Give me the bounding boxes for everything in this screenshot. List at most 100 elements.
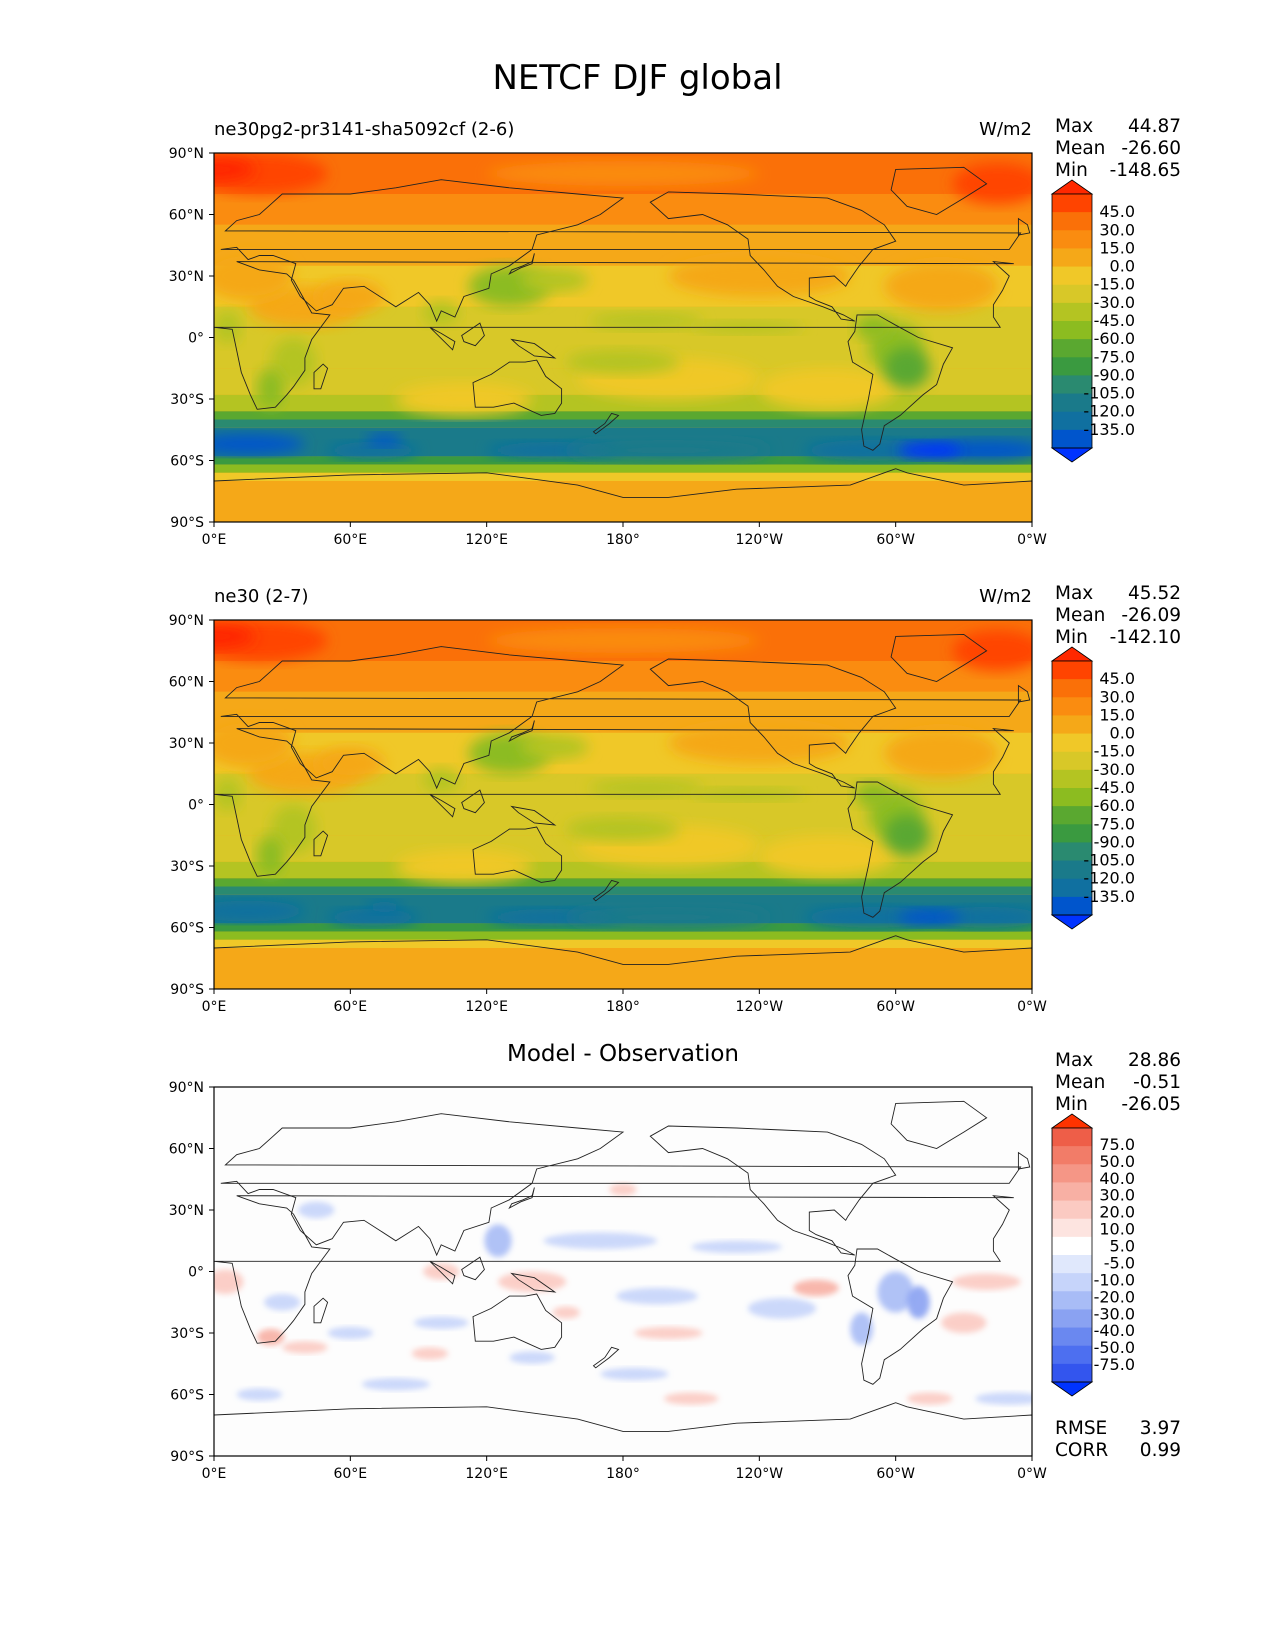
field-blob (316, 280, 385, 313)
x-tick-label: 0°W (1017, 1466, 1047, 1482)
colorbar-segment (1052, 806, 1092, 825)
field-blob (793, 1279, 839, 1297)
coastline (313, 1297, 329, 1324)
colorbar-label: 5.0 (1110, 1237, 1135, 1256)
coastline (1017, 217, 1031, 236)
field-blob (509, 1351, 555, 1364)
min-label: Min (1055, 1094, 1088, 1115)
panel-2: ne30 (2-7) W/m2 Max 45.52 Mean -26.09 Min -… (0, 583, 1275, 1048)
coastline (313, 363, 329, 390)
colorbar-segment (1052, 230, 1092, 249)
colorbar-label: -75.0 (1094, 814, 1135, 833)
lat-band (214, 481, 1032, 522)
colorbar-segment (1052, 824, 1092, 843)
colorbar-frame (1051, 1127, 1093, 1383)
field-blob (929, 440, 1032, 461)
colorbar-frame (1051, 193, 1093, 449)
colorbar-frame (1051, 660, 1093, 916)
x-tick-label: 0°E (202, 532, 227, 548)
field-blob (566, 440, 771, 461)
coastline (510, 1272, 557, 1293)
colorbar-label: -135.0 (1083, 887, 1135, 906)
colorbar-segment (1052, 1200, 1092, 1220)
coastline (214, 468, 1032, 522)
colorbar-segment (1052, 751, 1092, 771)
colorbar-label: 15.0 (1099, 705, 1135, 724)
field-blob (609, 1183, 637, 1196)
panel-3-metrics: RMSE 3.97 CORR 0.99 (1055, 1418, 1181, 1462)
field-blob (486, 161, 760, 186)
colorbar-segment (1052, 266, 1092, 286)
colorbar-label: -105.0 (1083, 384, 1135, 403)
field-blob (897, 909, 962, 926)
colorbar-label: -120.0 (1083, 402, 1135, 421)
lat-band (214, 419, 1032, 428)
lat-band (214, 931, 1032, 940)
y-tick-label: 0° (188, 798, 204, 814)
panel-3-axes: 0°E 60°E 120°E 180° 120°W 60°W 0°W 90°N 60°N 30°N… (169, 1080, 1047, 1482)
y-tick-label: 90°N (169, 146, 204, 162)
corr-label: CORR (1055, 1440, 1109, 1461)
field-blob (486, 628, 760, 653)
field-blob (552, 1306, 580, 1319)
min-label: Min (1055, 160, 1088, 181)
rmse-label: RMSE (1055, 1418, 1108, 1439)
colorbar-label: -90.0 (1094, 832, 1135, 851)
coastline (214, 935, 1032, 989)
colorbar-label: -105.0 (1083, 851, 1135, 870)
y-tick-label: 30°S (170, 392, 204, 408)
field-blob (520, 267, 589, 293)
colorbar-label: -40.0 (1094, 1321, 1135, 1340)
mean-value: -0.51 (1133, 1072, 1181, 1093)
field-blob (600, 1367, 669, 1381)
coastline (429, 326, 456, 351)
field-blob (423, 1263, 460, 1280)
field-blob (214, 157, 255, 182)
min-value: -148.65 (1109, 160, 1181, 181)
y-tick-label: 60°S (170, 1388, 204, 1404)
colorbar-extend-top (1050, 1113, 1094, 1129)
x-tick-label: 60°W (876, 1466, 915, 1482)
field-blob (941, 1312, 987, 1333)
x-tick-label: 60°W (876, 532, 915, 548)
lat-band (214, 948, 1032, 989)
colorbar-extend-bottom (1050, 914, 1094, 930)
colorbar-segment (1052, 769, 1092, 789)
colorbar-label: 0.0 (1110, 724, 1135, 743)
field-blob (668, 722, 851, 764)
lat-band (214, 472, 1032, 481)
colorbar-segment (1052, 733, 1092, 753)
field-blob (366, 433, 403, 447)
coastline (1017, 1151, 1031, 1170)
y-tick-label: 60°S (170, 454, 204, 470)
x-tick-label: 180° (606, 1466, 640, 1482)
y-tick-label: 90°S (170, 982, 204, 998)
colorbar-segment (1052, 842, 1092, 862)
lat-band (214, 878, 1032, 887)
colorbar-label: -75.0 (1094, 1355, 1135, 1374)
field-blob (759, 835, 896, 877)
panel-3: Model - Observation Max 28.86 Mean -0.51 M… (0, 1041, 1275, 1515)
field-blob (588, 779, 703, 797)
max-value: 44.87 (1128, 116, 1181, 137)
field-blob (214, 900, 305, 922)
field-blob (566, 349, 680, 375)
rmse-value: 3.97 (1139, 1418, 1181, 1439)
colorbar-label: 0.0 (1110, 257, 1135, 276)
coastline (649, 191, 897, 322)
field-blob (952, 1273, 1021, 1290)
field-blob (316, 747, 385, 780)
colorbar-label: -30.0 (1094, 293, 1135, 312)
colorbar-segment (1052, 1345, 1092, 1365)
lat-band (214, 661, 1032, 692)
colorbar-segment (1052, 697, 1092, 716)
colorbar-label: 45.0 (1099, 669, 1135, 688)
field-blob (747, 1298, 817, 1319)
y-tick-label: 60°N (169, 1142, 204, 1158)
colorbar-segment (1052, 393, 1092, 413)
coastline (472, 1293, 563, 1350)
min-label: Min (1055, 627, 1088, 648)
field-blob (975, 1392, 1032, 1405)
colorbar-segment (1052, 878, 1092, 898)
field-blob (366, 900, 403, 914)
